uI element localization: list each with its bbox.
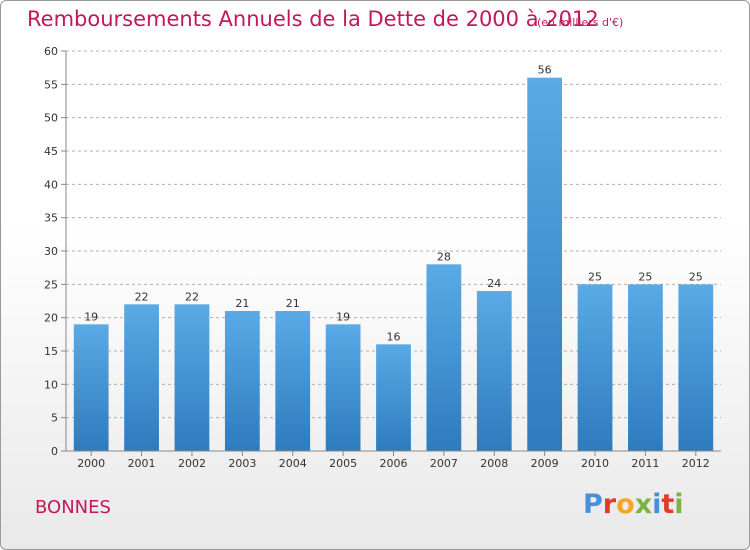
y-tick-label: 55 [44, 78, 58, 91]
y-axis-ticks: 0 5 10 15 20 25 30 35 40 45 50 55 60 [44, 45, 66, 458]
logo-letter: i [674, 489, 684, 520]
x-tick-label: 2002 [178, 457, 206, 470]
logo-letter: P [583, 489, 603, 520]
data-label-2002: 22 [185, 290, 199, 303]
x-tick-label: 2004 [279, 457, 307, 470]
chart-subtitle: (en milliers d'€) [537, 16, 624, 29]
bar-2012 [678, 284, 714, 451]
data-label-2009: 56 [538, 64, 552, 77]
data-label-2010: 25 [588, 270, 602, 283]
x-tick-label: 2003 [228, 457, 256, 470]
bar-2004 [275, 311, 311, 451]
data-label-2005: 19 [336, 310, 350, 323]
x-tick-label: 2005 [329, 457, 357, 470]
logo-letter: i [652, 489, 662, 520]
commune-name: BONNES [35, 497, 111, 518]
y-tick-label: 45 [44, 145, 58, 158]
bar-2003 [224, 311, 260, 451]
x-tick-label: 2001 [128, 457, 156, 470]
y-tick-label: 50 [44, 112, 58, 125]
y-tick-label: 30 [44, 245, 58, 258]
bar-2011 [628, 284, 663, 451]
bar-2010 [577, 284, 613, 451]
proxiti-logo[interactable]: Proxiti [583, 489, 684, 520]
data-label-2012: 25 [689, 270, 703, 283]
logo-letter: r [602, 489, 617, 520]
bar-2000 [73, 324, 109, 451]
x-tick-label: 2009 [531, 457, 559, 470]
x-tick-label: 2008 [480, 457, 508, 470]
x-tick-label: 2007 [430, 457, 458, 470]
data-label-2001: 22 [135, 290, 149, 303]
y-tick-label: 60 [44, 45, 58, 58]
data-label-2004: 21 [286, 297, 300, 310]
x-tick-label: 2010 [581, 457, 609, 470]
x-tick-label: 2006 [380, 457, 408, 470]
bar-2005 [325, 324, 361, 451]
y-tick-label: 35 [44, 212, 58, 225]
bar-2001 [124, 304, 159, 451]
y-tick-label: 25 [44, 278, 58, 291]
x-tick-label: 2000 [77, 457, 105, 470]
logo-letter: x [634, 489, 653, 520]
bar-2002 [174, 304, 210, 451]
data-label-2000: 19 [84, 310, 98, 323]
bar-2007 [426, 264, 462, 451]
x-tick-label: 2012 [682, 457, 710, 470]
y-tick-label: 10 [44, 378, 58, 391]
data-label-2003: 21 [235, 297, 249, 310]
y-tick-label: 40 [44, 178, 58, 191]
bars [73, 77, 714, 452]
y-tick-label: 5 [51, 412, 58, 425]
y-tick-label: 20 [44, 312, 58, 325]
data-label-2007: 28 [437, 250, 451, 263]
data-label-2006: 16 [387, 330, 401, 343]
chart-title: Remboursements Annuels de la Dette de 20… [27, 7, 599, 31]
bar-2006 [376, 344, 411, 451]
bar-2009 [527, 77, 563, 452]
logo-letter: t [661, 489, 675, 520]
data-labels: 19 22 22 21 21 19 16 28 24 56 25 25 25 [84, 64, 703, 344]
data-label-2011: 25 [638, 270, 652, 283]
data-label-2008: 24 [487, 277, 501, 290]
x-axis-ticks: 2000 2001 2002 2003 2004 2005 2006 2007 2008 2009… [77, 451, 710, 470]
logo-letter: o [616, 489, 635, 520]
y-tick-label: 0 [51, 445, 58, 458]
y-tick-label: 15 [44, 345, 58, 358]
x-tick-label: 2011 [631, 457, 659, 470]
bar-2008 [476, 291, 512, 451]
